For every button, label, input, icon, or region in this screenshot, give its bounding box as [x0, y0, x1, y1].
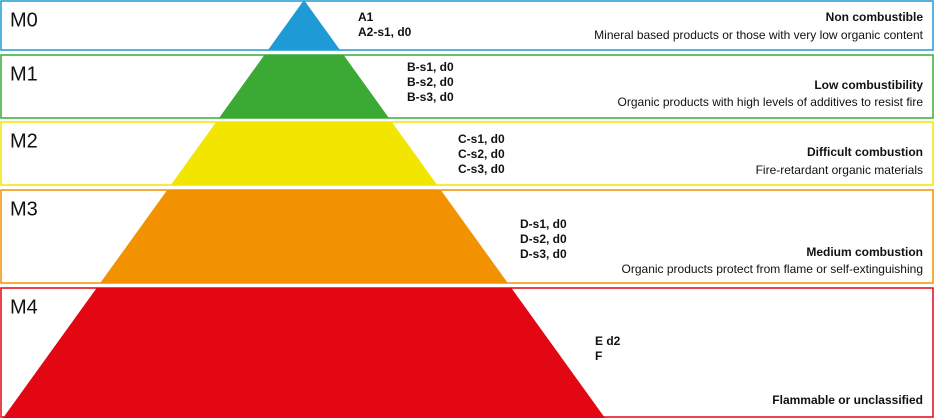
pyramid-band: [268, 0, 340, 50]
euroclass: B-s3, d0: [407, 90, 454, 104]
level-description: Organic products with high levels of add…: [618, 95, 924, 109]
level-description: Mineral based products or those with ver…: [594, 28, 924, 42]
pyramid-band: [100, 190, 508, 283]
euroclass: D-s1, d0: [520, 217, 567, 231]
level-label: M1: [10, 63, 38, 85]
level-title: Flammable or unclassified: [772, 393, 923, 407]
euroclass: A1: [358, 10, 374, 24]
euroclass: B-s1, d0: [407, 60, 454, 74]
pyramid-band: [170, 122, 438, 185]
level-title: Difficult combustion: [807, 145, 923, 159]
level-row: [0, 0, 934, 51]
level-description: Fire-retardant organic materials: [756, 163, 923, 177]
pyramid-band: [219, 55, 389, 118]
level-row: [0, 121, 934, 186]
euroclass: C-s3, d0: [458, 162, 505, 176]
level-description: Organic products protect from flame or s…: [622, 262, 923, 276]
euroclass: C-s1, d0: [458, 132, 505, 146]
level-label: M3: [10, 198, 38, 220]
level-label: M4: [10, 296, 38, 318]
level-label: M0: [10, 9, 38, 31]
level-title: Low combustibility: [814, 78, 923, 92]
level-label: M2: [10, 130, 38, 152]
level-title: Medium combustion: [806, 245, 923, 259]
euroclass: F: [595, 349, 602, 363]
pyramid-band: [3, 288, 605, 418]
euroclass: A2-s1, d0: [358, 25, 412, 39]
level-title: Non combustible: [826, 10, 924, 24]
euroclass: B-s2, d0: [407, 75, 454, 89]
euroclass: E d2: [595, 334, 621, 348]
euroclass: C-s2, d0: [458, 147, 505, 161]
euroclass: D-s3, d0: [520, 247, 567, 261]
euroclass: D-s2, d0: [520, 232, 567, 246]
level-row: [0, 54, 934, 119]
